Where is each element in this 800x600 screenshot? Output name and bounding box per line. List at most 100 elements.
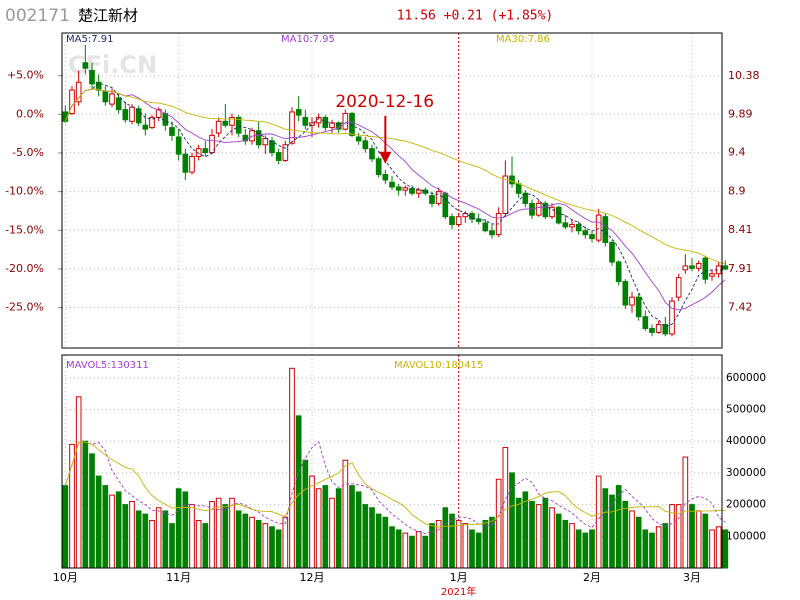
candle-body [115,97,122,111]
volume-bar [322,485,329,569]
candle-body [369,148,375,160]
volume-bar [622,500,629,569]
volume-bar [235,510,242,569]
volume-bar [115,491,122,569]
candle-body [229,116,235,126]
volume-ma-line [64,440,726,534]
volume-bar [409,535,415,569]
volume-bar [362,504,369,569]
candle-body [402,187,409,191]
volume-bar [642,529,649,569]
candle-body [509,175,515,185]
volume-bar [129,500,135,569]
volume-bar [615,485,622,569]
volume-bar [582,532,589,569]
candle-body [615,261,622,283]
y-tick-label: 7.42 [728,300,753,313]
candle-body [482,222,489,232]
volume-tick-label: 400000 [726,435,766,447]
candle-body [662,324,669,335]
candle-body [595,214,602,241]
volume-bar [222,504,229,569]
candle-body [375,158,382,175]
volume-bar [69,443,75,569]
volume-bar [382,516,389,569]
candle-body [222,120,229,126]
candle-body [82,62,89,69]
volume-bar [402,532,409,569]
volume-bar [395,529,402,569]
candle-body [189,155,195,173]
candle-body [635,296,642,318]
y2-tick-label: -10.0% [5,185,44,198]
candle-body [522,192,529,204]
candle-body [429,195,435,204]
y-tick-label: 10.38 [728,69,760,82]
candle-body [95,81,102,91]
volume-bar [249,516,255,569]
volume-bar [95,475,102,569]
candle-body [675,277,682,298]
candle-body [169,127,175,136]
volume-bar [482,519,489,569]
legend-entry: MAVOL5:130311 [66,360,149,371]
volume-bar [209,500,215,569]
volume-tick-label: 300000 [726,467,766,479]
volume-bar [289,367,295,569]
volume-bar [502,447,509,569]
candle-body [342,113,349,130]
volume-bar [702,513,709,569]
volume-bar [535,504,542,569]
candle-body [582,230,589,236]
x-tick-label: 12月 [300,571,325,584]
candle-body [242,134,249,142]
y2-tick-label: +5.0% [7,69,44,82]
candle-body [122,109,129,121]
candle-body [69,89,75,115]
candle-body [382,173,389,181]
x-tick-label: 11月 [166,571,191,584]
candle-body [135,108,142,124]
volume-bar [375,513,382,569]
candle-body [442,192,449,218]
volume-bar [202,523,209,569]
candle-body [669,300,675,335]
volume-bar [722,529,729,569]
candle-body [542,202,549,218]
volume-bar [422,535,429,569]
candle-body [642,316,649,329]
y2-tick-label: -20.0% [5,262,44,275]
candle-body [555,206,562,224]
volume-bar [569,523,575,569]
volume-bar [255,519,262,569]
candle-body [569,224,575,228]
candle-body [355,136,362,142]
candle-body [409,188,415,194]
volume-bar [135,510,142,569]
y2-tick-label: -15.0% [5,223,44,236]
volume-bar [75,396,82,569]
candle-body [195,148,202,157]
ma-line [64,82,726,328]
volume-bar [329,497,335,569]
volume-bar [695,510,702,569]
candle-body [609,241,615,263]
volume-bar [495,478,502,569]
stock-code: 002171 [5,6,70,26]
volume-bar [649,532,655,569]
volume-bar [435,519,442,569]
stock-name: 楚江新材 [78,7,138,25]
candle-body [649,327,655,333]
candle-body [395,186,402,191]
volume-bar [102,485,109,569]
candle-body [702,257,709,280]
candle-body [549,206,555,218]
candle-body [269,140,275,154]
candle-body [682,265,689,271]
candle-body [362,140,369,150]
volume-bar [62,485,69,569]
volume-bar [469,529,475,569]
y-tick-label: 9.4 [728,146,746,159]
candle-body [322,116,329,129]
